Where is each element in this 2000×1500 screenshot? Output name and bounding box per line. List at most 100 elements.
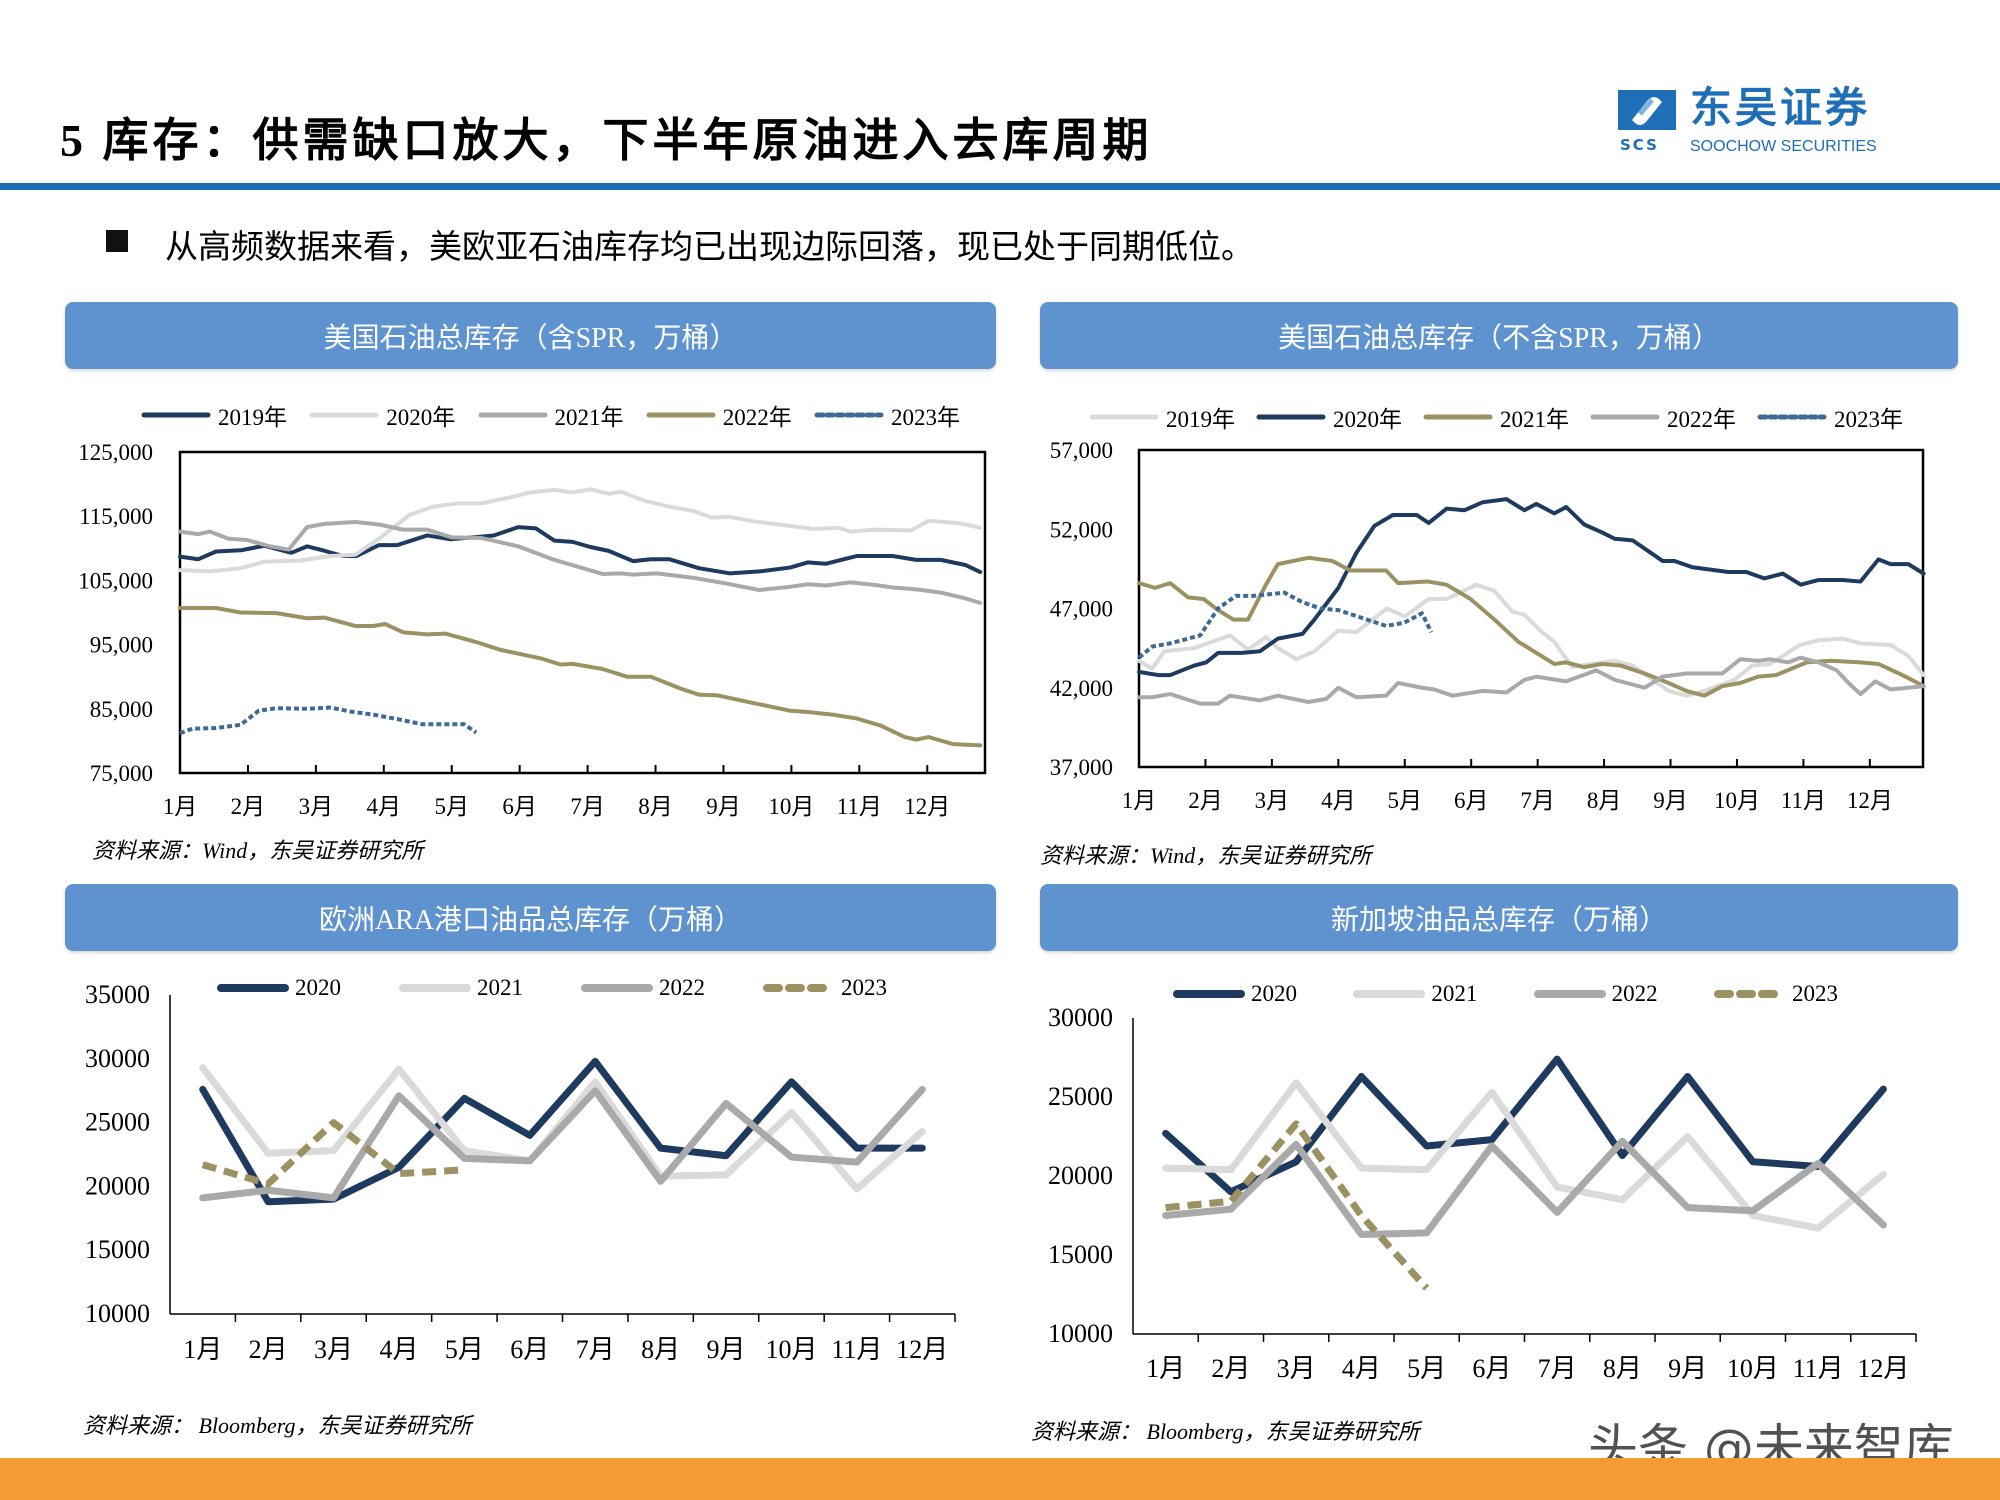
- y-tick-label: 85,000: [90, 697, 153, 722]
- legend-label: 2022: [659, 975, 705, 1000]
- legend-swatch-icon: [1590, 414, 1660, 420]
- legend-item: 2023: [763, 975, 887, 1001]
- x-tick-label: 11月: [1793, 1354, 1844, 1383]
- x-tick-label: 8月: [638, 794, 673, 819]
- panel-title-us-excl-spr: 美国石油总库存（不含SPR，万桶）: [1040, 302, 1958, 369]
- x-tick-label: 9月: [706, 794, 741, 819]
- y-tick-label: 25000: [85, 1108, 150, 1137]
- x-tick-label: 1月: [1146, 1354, 1185, 1383]
- x-tick-label: 12月: [904, 794, 950, 819]
- legend-item: 2020: [1173, 981, 1297, 1007]
- series-line-2019年: [1137, 582, 1926, 698]
- x-tick-label: 4月: [1342, 1354, 1381, 1383]
- y-tick-label: 35000: [85, 980, 150, 1009]
- legend-item: 2023年: [1756, 400, 1903, 434]
- legend-item: 2020: [217, 975, 341, 1001]
- logo-abbr: SCS: [1620, 136, 1659, 154]
- legend-swatch-icon: [478, 412, 547, 418]
- y-tick-label: 115,000: [79, 504, 153, 529]
- x-tick-label: 12月: [1847, 788, 1893, 813]
- legend-item: 2021: [1353, 981, 1477, 1007]
- x-tick-label: 9月: [1653, 788, 1688, 813]
- legend-swatch-icon: [217, 984, 289, 992]
- x-tick-label: 2月: [1211, 1354, 1250, 1383]
- y-tick-label: 30000: [1048, 1003, 1113, 1032]
- legend-label: 2022年: [1667, 407, 1736, 432]
- x-tick-label: 9月: [707, 1335, 746, 1364]
- plot-frame: [178, 450, 987, 775]
- x-tick-label: 12月: [1857, 1354, 1909, 1383]
- logo-english-name: SOOCHOW SECURITIES: [1690, 138, 1877, 155]
- y-tick-label: 20000: [1048, 1161, 1113, 1190]
- page-title: 5 库存：供需缺口放大，下半年原油进入去库周期: [60, 115, 1153, 166]
- x-tick-label: 3月: [1277, 1354, 1316, 1383]
- series-line-2023年: [1137, 590, 1434, 660]
- legend-swatch-icon: [1713, 990, 1786, 998]
- panel-title-us-incl-spr: 美国石油总库存（含SPR，万桶）: [65, 302, 996, 369]
- x-tick-label: 2月: [231, 794, 266, 819]
- x-tick-label: 8月: [1603, 1354, 1642, 1383]
- y-tick-label: 20000: [85, 1171, 150, 1200]
- legend-swatch-icon: [646, 412, 716, 418]
- x-tick-label: 5月: [1407, 1354, 1446, 1383]
- series-line-2023: [1165, 1120, 1430, 1291]
- x-tick-label: 6月: [502, 794, 537, 819]
- x-tick-label: 9月: [1668, 1354, 1707, 1383]
- legend-swatch-icon: [1533, 990, 1606, 998]
- x-tick-label: 8月: [1587, 788, 1622, 813]
- legend-swatch-icon: [1757, 414, 1827, 420]
- legend-item: 2019年: [140, 398, 287, 432]
- y-tick-label: 30000: [85, 1044, 150, 1073]
- x-tick-label: 11月: [1781, 788, 1826, 813]
- legend-swatch-icon: [814, 412, 884, 418]
- series-line-2021: [1162, 1079, 1887, 1232]
- y-tick-label: 105,000: [78, 568, 153, 593]
- legend-label: 2021年: [554, 405, 624, 430]
- x-tick-label: 1月: [183, 1335, 222, 1364]
- x-tick-label: 7月: [1520, 788, 1555, 813]
- footer-bar: [0, 1458, 2000, 1500]
- legend-swatch-icon: [581, 984, 653, 992]
- x-tick-label: 10月: [765, 1335, 817, 1364]
- legend-swatch-icon: [1423, 414, 1493, 420]
- legend-item: 2021年: [477, 398, 624, 432]
- x-tick-label: 5月: [445, 1335, 484, 1364]
- company-logo: 东吴证券 SCS SOOCHOW SECURITIES: [1618, 84, 1908, 174]
- series-line-2022年: [1137, 655, 1926, 706]
- legend-item: 2021年: [1422, 400, 1569, 434]
- legend-swatch-icon: [399, 984, 471, 992]
- x-tick-label: 4月: [1321, 788, 1356, 813]
- chart-legend-ara: 2020 2021 2022 2023: [217, 975, 887, 1001]
- legend-item: 2022年: [1589, 400, 1736, 434]
- legend-label: 2019年: [1166, 407, 1235, 432]
- y-tick-label: 47,000: [1050, 597, 1113, 622]
- legend-label: 2022: [1611, 981, 1658, 1006]
- x-tick-label: 5月: [1388, 788, 1423, 813]
- legend-item: 2022: [1533, 981, 1658, 1007]
- chart-legend-us-incl-spr: 2019年 2020年 2021年 2022年 2023年: [140, 398, 960, 432]
- source-note-singapore: 资料来源： Bloomberg，东吴证券研究所: [1031, 1419, 1420, 1444]
- series-line-2022年: [178, 606, 983, 748]
- legend-label: 2023年: [1834, 407, 1903, 432]
- x-tick-label: 3月: [1255, 788, 1290, 813]
- series-line-2022: [199, 1085, 926, 1202]
- series-line-2023年: [179, 705, 478, 736]
- lead-text: 从高频数据来看，美欧亚石油库存均已出现边际回落，现已处于同期低位。: [165, 230, 1254, 266]
- legend-label: 2020年: [1333, 407, 1402, 432]
- legend-swatch-icon: [1089, 414, 1159, 420]
- legend-swatch-icon: [763, 984, 835, 992]
- legend-label: 2021年: [1500, 407, 1569, 432]
- x-tick-label: 5月: [434, 794, 469, 819]
- x-tick-label: 1月: [163, 794, 198, 819]
- y-tick-label: 15000: [85, 1235, 150, 1264]
- x-tick-label: 11月: [837, 794, 882, 819]
- legend-label: 2023年: [891, 405, 960, 430]
- x-tick-label: 12月: [896, 1335, 948, 1364]
- legend-label: 2019年: [218, 405, 287, 430]
- y-tick-label: 75,000: [90, 761, 153, 786]
- legend-swatch-icon: [1256, 414, 1326, 420]
- x-tick-label: 4月: [367, 794, 402, 819]
- series-line-2020: [199, 1057, 926, 1206]
- legend-label: 2021: [477, 975, 523, 1000]
- x-tick-label: 3月: [314, 1335, 353, 1364]
